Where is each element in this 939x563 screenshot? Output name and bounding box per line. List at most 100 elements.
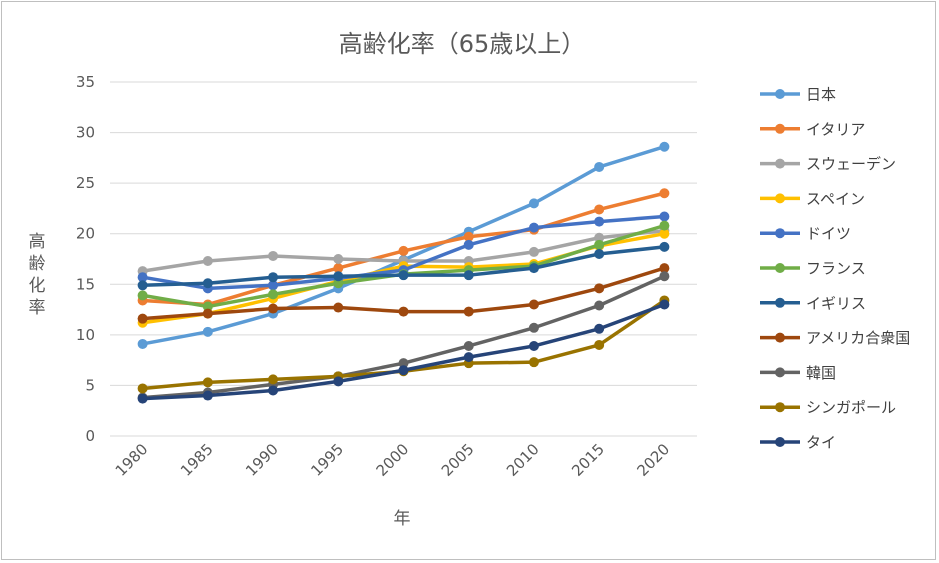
legend-item: 日本 — [760, 86, 836, 104]
legend-marker — [775, 263, 785, 273]
series-0 — [137, 141, 670, 349]
data-point — [594, 339, 605, 350]
y-tick-label: 35 — [76, 73, 95, 91]
legend-label: アメリカ合衆国 — [806, 329, 910, 347]
data-point — [202, 278, 213, 289]
data-point — [528, 299, 539, 310]
data-point — [594, 204, 605, 215]
data-point — [202, 308, 213, 319]
legend-item: フランス — [760, 260, 866, 278]
y-tick-label: 30 — [76, 124, 95, 142]
data-point — [202, 256, 213, 267]
data-point — [594, 283, 605, 294]
data-point — [463, 231, 474, 242]
legend-item: シンガポール — [760, 399, 896, 417]
legend-marker — [775, 402, 785, 413]
legend-label: イギリス — [806, 294, 866, 312]
x-tick-label: 2005 — [438, 440, 478, 480]
data-point — [659, 141, 670, 152]
data-point — [137, 383, 148, 394]
data-point — [659, 241, 670, 252]
x-tick-label: 1985 — [177, 440, 217, 480]
y-axis-title-char: 齢 — [29, 254, 46, 274]
data-point — [268, 250, 279, 261]
y-axis-title-char: 率 — [29, 298, 46, 318]
legend-item: スペイン — [760, 190, 865, 208]
series-line — [142, 274, 666, 400]
data-point — [137, 290, 148, 301]
x-tick-label: 2020 — [633, 440, 673, 480]
y-axis-title-char: 化 — [29, 276, 46, 296]
chart-title: 高齢化率（65歳以上） — [339, 30, 586, 58]
data-point — [463, 352, 474, 363]
data-point — [137, 272, 148, 283]
y-axis-ticks: 0 5 10 15 20 25 30 35 — [76, 73, 95, 445]
data-point — [594, 239, 605, 250]
data-point — [528, 340, 539, 351]
x-tick-label: 1995 — [307, 440, 347, 480]
data-point — [137, 338, 148, 349]
y-tick-label: 20 — [76, 225, 95, 243]
data-point — [268, 303, 279, 314]
legend-marker — [775, 437, 785, 447]
legend-marker — [775, 297, 785, 308]
data-point — [333, 302, 344, 313]
legend-marker — [775, 228, 785, 239]
y-axis-title: 高齢化率 — [29, 232, 46, 318]
data-point — [268, 289, 279, 300]
legend-marker — [775, 158, 785, 169]
legend-label: 韓国 — [806, 364, 836, 382]
legend-item: ドイツ — [760, 225, 851, 243]
legend-label: イタリア — [806, 120, 865, 138]
x-tick-label: 1980 — [112, 440, 152, 480]
data-point — [659, 271, 670, 282]
data-point — [137, 280, 148, 291]
legend-marker — [775, 123, 785, 134]
legend-label: シンガポール — [806, 399, 896, 417]
data-point — [463, 306, 474, 317]
series-6 — [137, 241, 670, 291]
data-point — [463, 340, 474, 351]
x-tick-label: 1990 — [242, 440, 282, 480]
data-point — [398, 245, 409, 256]
data-point — [333, 263, 344, 274]
x-tick-label: 2010 — [503, 440, 543, 480]
legend-label: フランス — [806, 260, 866, 278]
data-point — [528, 246, 539, 257]
data-point — [594, 232, 605, 243]
legend-item: アメリカ合衆国 — [760, 329, 910, 347]
legend-label: スペイン — [806, 190, 865, 208]
data-point — [268, 374, 279, 385]
data-point — [333, 271, 344, 282]
legend-label: ドイツ — [806, 225, 851, 243]
data-point — [594, 323, 605, 334]
x-tick-label: 2000 — [373, 440, 413, 480]
series-7 — [137, 263, 670, 324]
series-lines — [137, 141, 670, 404]
data-point — [333, 278, 344, 289]
series-line — [142, 302, 665, 401]
legend-label: タイ — [806, 434, 836, 452]
legend-item: タイ — [760, 434, 836, 452]
data-point — [398, 365, 409, 376]
legend-item: 韓国 — [760, 364, 836, 382]
legend-label: 日本 — [806, 86, 836, 104]
data-point — [594, 248, 605, 259]
legend-marker — [775, 332, 785, 343]
x-axis-ticks: 1980 1985 1990 1995 2000 2005 2010 2015 2020 — [112, 440, 674, 480]
x-axis-title: 年 — [394, 509, 411, 529]
data-point — [659, 211, 670, 222]
data-point — [268, 272, 279, 283]
data-point — [594, 300, 605, 311]
data-point — [528, 263, 539, 274]
data-point — [463, 270, 474, 281]
data-point — [137, 393, 148, 404]
data-point — [137, 313, 148, 324]
legend-marker — [775, 89, 785, 99]
legend-item: イギリス — [760, 294, 866, 312]
data-point — [463, 239, 474, 250]
y-tick-label: 25 — [76, 174, 95, 192]
legend: 日本イタリアスウェーデンスペインドイツフランスイギリスアメリカ合衆国韓国シンガポ… — [760, 86, 910, 452]
data-point — [594, 161, 605, 172]
